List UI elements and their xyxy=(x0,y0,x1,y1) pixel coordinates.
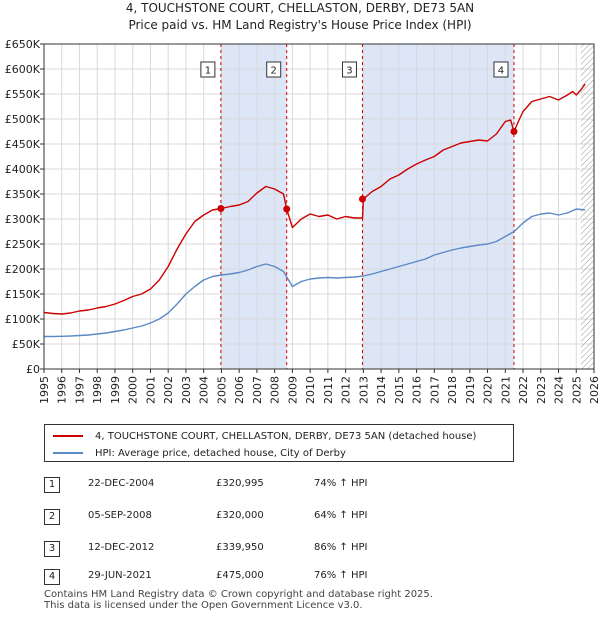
y-tick-label: £500K xyxy=(5,113,41,126)
x-tick-label: 2019 xyxy=(464,376,477,404)
price-chart: 1 2 3 4 £0 £50K £100K £150K £200K £250K £300K £350… xyxy=(5,38,600,404)
transaction-price: £320,995 xyxy=(216,478,264,489)
plot-frame xyxy=(43,43,595,370)
transaction-price: £320,000 xyxy=(216,510,264,521)
chart-title: 4, TOUCHSTONE COURT, CHELLASTON, DERBY, … xyxy=(125,1,475,15)
x-tick-label: 1999 xyxy=(109,376,122,404)
transaction-row: 4 29-JUN-2021 £475,000 76% ↑ HPI xyxy=(44,567,584,587)
y-tick-label: £350K xyxy=(5,188,41,201)
sale-point xyxy=(510,128,518,135)
sale-number-label: 3 xyxy=(346,66,352,77)
transaction-date: 05-SEP-2008 xyxy=(88,510,152,521)
x-tick-label: 2021 xyxy=(499,376,512,404)
x-tick-label: 2016 xyxy=(411,376,424,404)
y-tick-label: £0 xyxy=(26,363,40,376)
sale-number-label: 4 xyxy=(498,66,504,77)
property-line-swatch xyxy=(53,435,83,437)
x-tick-label: 2002 xyxy=(162,376,175,404)
legend-property-label: 4, TOUCHSTONE COURT, CHELLASTON, DERBY, … xyxy=(95,430,477,442)
hpi-line-swatch xyxy=(53,452,83,454)
sale-point xyxy=(283,205,291,213)
footer-licence: This data is licensed under the Open Gov… xyxy=(44,600,363,611)
x-tick-label: 1998 xyxy=(91,376,104,404)
x-tick-label: 2018 xyxy=(446,376,459,404)
chart-subtitle: Price paid vs. HM Land Registry's House … xyxy=(128,18,472,32)
transaction-hpi-change: 76% ↑ HPI xyxy=(314,570,368,581)
sale-number-label: 1 xyxy=(205,66,211,77)
y-tick-label: £550K xyxy=(5,88,41,101)
x-tick-label: 2007 xyxy=(251,376,264,404)
x-tick-label: 2009 xyxy=(286,376,299,404)
sale-number-box xyxy=(200,61,216,78)
x-tick-label: 2026 xyxy=(588,376,600,404)
transaction-row: 1 22-DEC-2004 £320,995 74% ↑ HPI xyxy=(44,475,584,495)
transaction-date: 29-JUN-2021 xyxy=(88,570,152,581)
y-tick-label: £300K xyxy=(5,213,41,226)
x-tick-label: 2011 xyxy=(322,376,335,404)
transaction-date: 22-DEC-2004 xyxy=(88,478,155,489)
x-tick-label: 2004 xyxy=(198,376,211,404)
x-tick-label: 2000 xyxy=(127,376,140,404)
sale-point xyxy=(358,195,366,203)
y-tick-label: £600K xyxy=(5,63,41,76)
x-tick-label: 2020 xyxy=(482,376,495,404)
y-tick-label: £450K xyxy=(5,138,41,151)
legend-item-property: 4, TOUCHSTONE COURT, CHELLASTON, DERBY, … xyxy=(53,428,476,444)
sale-number-label: 2 xyxy=(271,66,277,77)
transaction-row: 3 12-DEC-2012 £339,950 86% ↑ HPI xyxy=(44,539,584,559)
x-tick-label: 2025 xyxy=(570,376,583,404)
x-tick-label: 2017 xyxy=(428,376,441,404)
x-tick-label: 2010 xyxy=(304,376,317,404)
x-tick-label: 2015 xyxy=(393,376,406,404)
x-tick-label: 2005 xyxy=(215,376,228,404)
y-tick-label: £100K xyxy=(5,313,41,326)
x-tick-label: 1997 xyxy=(73,376,86,404)
transaction-hpi-change: 74% ↑ HPI xyxy=(314,478,368,489)
y-tick-label: £150K xyxy=(5,288,41,301)
hpi-series-line xyxy=(44,208,586,338)
legend-hpi-label: HPI: Average price, detached house, City… xyxy=(95,447,346,459)
x-tick-label: 2014 xyxy=(375,376,388,404)
legend: 4, TOUCHSTONE COURT, CHELLASTON, DERBY, … xyxy=(44,424,514,462)
transaction-number: 4 xyxy=(44,569,60,585)
x-tick-label: 2023 xyxy=(535,376,548,404)
transaction-number: 2 xyxy=(44,509,60,525)
y-tick-label: £650K xyxy=(5,38,41,51)
x-tick-label: 2012 xyxy=(340,376,353,404)
x-tick-label: 1996 xyxy=(56,376,69,404)
x-tick-label: 2013 xyxy=(357,376,370,404)
transaction-hpi-change: 64% ↑ HPI xyxy=(314,510,368,521)
y-tick-label: £50K xyxy=(12,338,41,351)
transaction-price: £339,950 xyxy=(216,542,264,553)
y-tick-label: £250K xyxy=(5,238,41,251)
x-tick-label: 2001 xyxy=(144,376,157,404)
x-tick-label: 2022 xyxy=(517,376,530,404)
footer-copyright: Contains HM Land Registry data © Crown c… xyxy=(44,589,433,600)
transaction-row: 2 05-SEP-2008 £320,000 64% ↑ HPI xyxy=(44,507,584,527)
legend-item-hpi: HPI: Average price, detached house, City… xyxy=(53,445,346,461)
transaction-price: £475,000 xyxy=(216,570,264,581)
y-tick-label: £200K xyxy=(5,263,41,276)
x-tick-label: 2006 xyxy=(233,376,246,404)
transaction-number: 3 xyxy=(44,541,60,557)
sale-point xyxy=(217,205,225,213)
transaction-number: 1 xyxy=(44,477,60,493)
x-tick-label: 2008 xyxy=(269,376,282,404)
x-tick-label: 2003 xyxy=(180,376,193,404)
sale-number-box xyxy=(341,61,357,78)
ownership-band xyxy=(362,44,514,369)
sale-number-box xyxy=(493,61,509,78)
x-tick-label: 2024 xyxy=(553,376,566,404)
sale-number-box xyxy=(266,61,282,78)
transaction-date: 12-DEC-2012 xyxy=(88,542,155,553)
transaction-hpi-change: 86% ↑ HPI xyxy=(314,542,368,553)
x-tick-label: 1995 xyxy=(38,376,51,404)
y-tick-label: £400K xyxy=(5,163,41,176)
forecast-hatch xyxy=(580,44,594,369)
